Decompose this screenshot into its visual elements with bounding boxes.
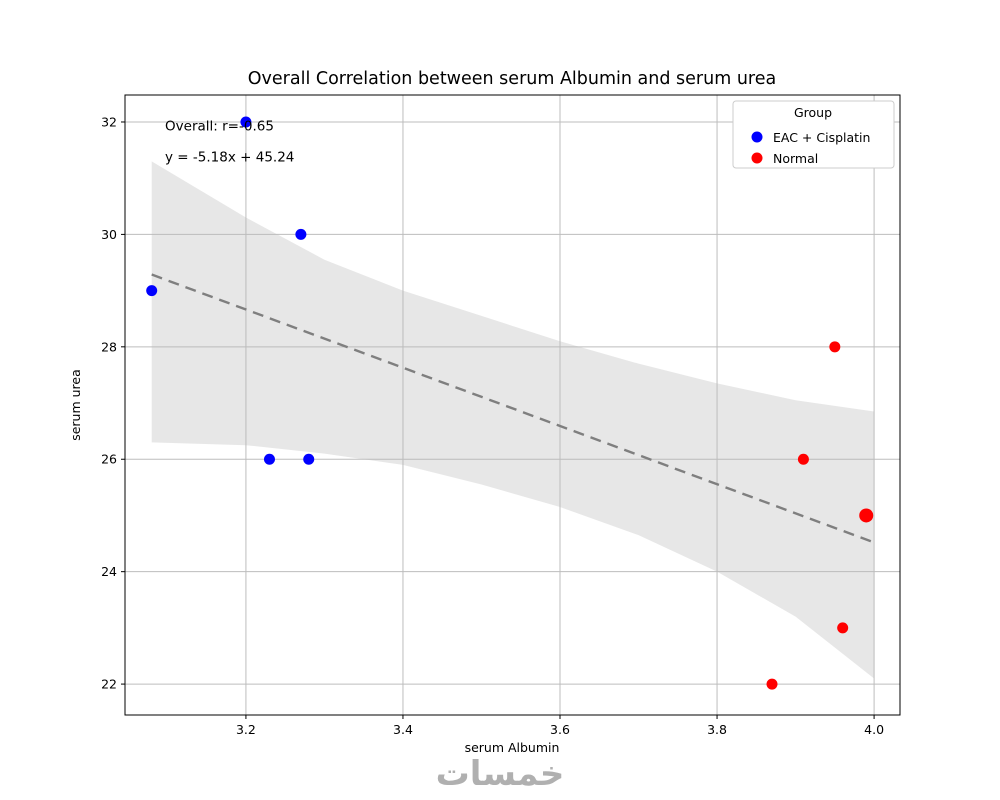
legend-marker-normal-icon [751, 152, 763, 164]
data-point-eac-cisplatin [240, 116, 252, 128]
legend-label-eac-cisplatin: EAC + Cisplatin [773, 130, 870, 145]
legend-box [732, 100, 895, 169]
confidence-band [151, 161, 875, 679]
data-point-eac-cisplatin [263, 453, 275, 465]
x-tick-label: 3.8 [707, 722, 727, 737]
data-point-normal [859, 508, 874, 523]
y-tick-label: 22 [101, 677, 117, 692]
data-point-normal [766, 678, 778, 690]
plot-frame [124, 94, 901, 716]
grid-layer [125, 95, 900, 715]
confidence-band-layer [151, 161, 875, 679]
y-axis-label: serum urea [68, 369, 83, 441]
legend: Group EAC + Cisplatin Normal [732, 100, 895, 169]
y-tick-label: 28 [101, 339, 117, 354]
x-tick-label: 3.6 [550, 722, 570, 737]
data-point-eac-cisplatin [303, 453, 315, 465]
legend-label-normal: Normal [773, 151, 818, 166]
data-point-eac-cisplatin [146, 285, 158, 297]
data-point-eac-cisplatin [295, 228, 307, 240]
watermark-text: خمسات [435, 754, 565, 794]
y-tick-label: 32 [101, 114, 117, 129]
data-point-normal [829, 341, 841, 353]
chart-title: Overall Correlation between serum Albumi… [248, 69, 776, 89]
annotations-layer: Overall: r=-0.65 y = -5.18x + 45.24 [165, 118, 294, 165]
data-point-normal [797, 453, 809, 465]
annotation-text: Overall: r=-0.65 [165, 118, 274, 134]
regression-line-layer [151, 273, 875, 544]
y-tick-label: 26 [101, 452, 117, 467]
ticks-layer: 3.2 3.4 3.6 3.8 4.0 22 24 26 28 30 32 [101, 114, 884, 737]
annotation-text: y = -5.18x + 45.24 [165, 149, 294, 165]
x-tick-label: 3.4 [393, 722, 413, 737]
regression-line [151, 273, 875, 544]
y-tick-label: 30 [101, 227, 117, 242]
x-tick-label: 3.2 [236, 722, 256, 737]
x-axis-label: serum Albumin [465, 740, 560, 755]
legend-title: Group [794, 105, 832, 120]
data-points-layer [146, 116, 874, 690]
y-tick-label: 24 [101, 564, 117, 579]
x-tick-label: 4.0 [864, 722, 884, 737]
data-point-normal [837, 622, 849, 634]
legend-marker-eac-cisplatin-icon [751, 131, 763, 143]
